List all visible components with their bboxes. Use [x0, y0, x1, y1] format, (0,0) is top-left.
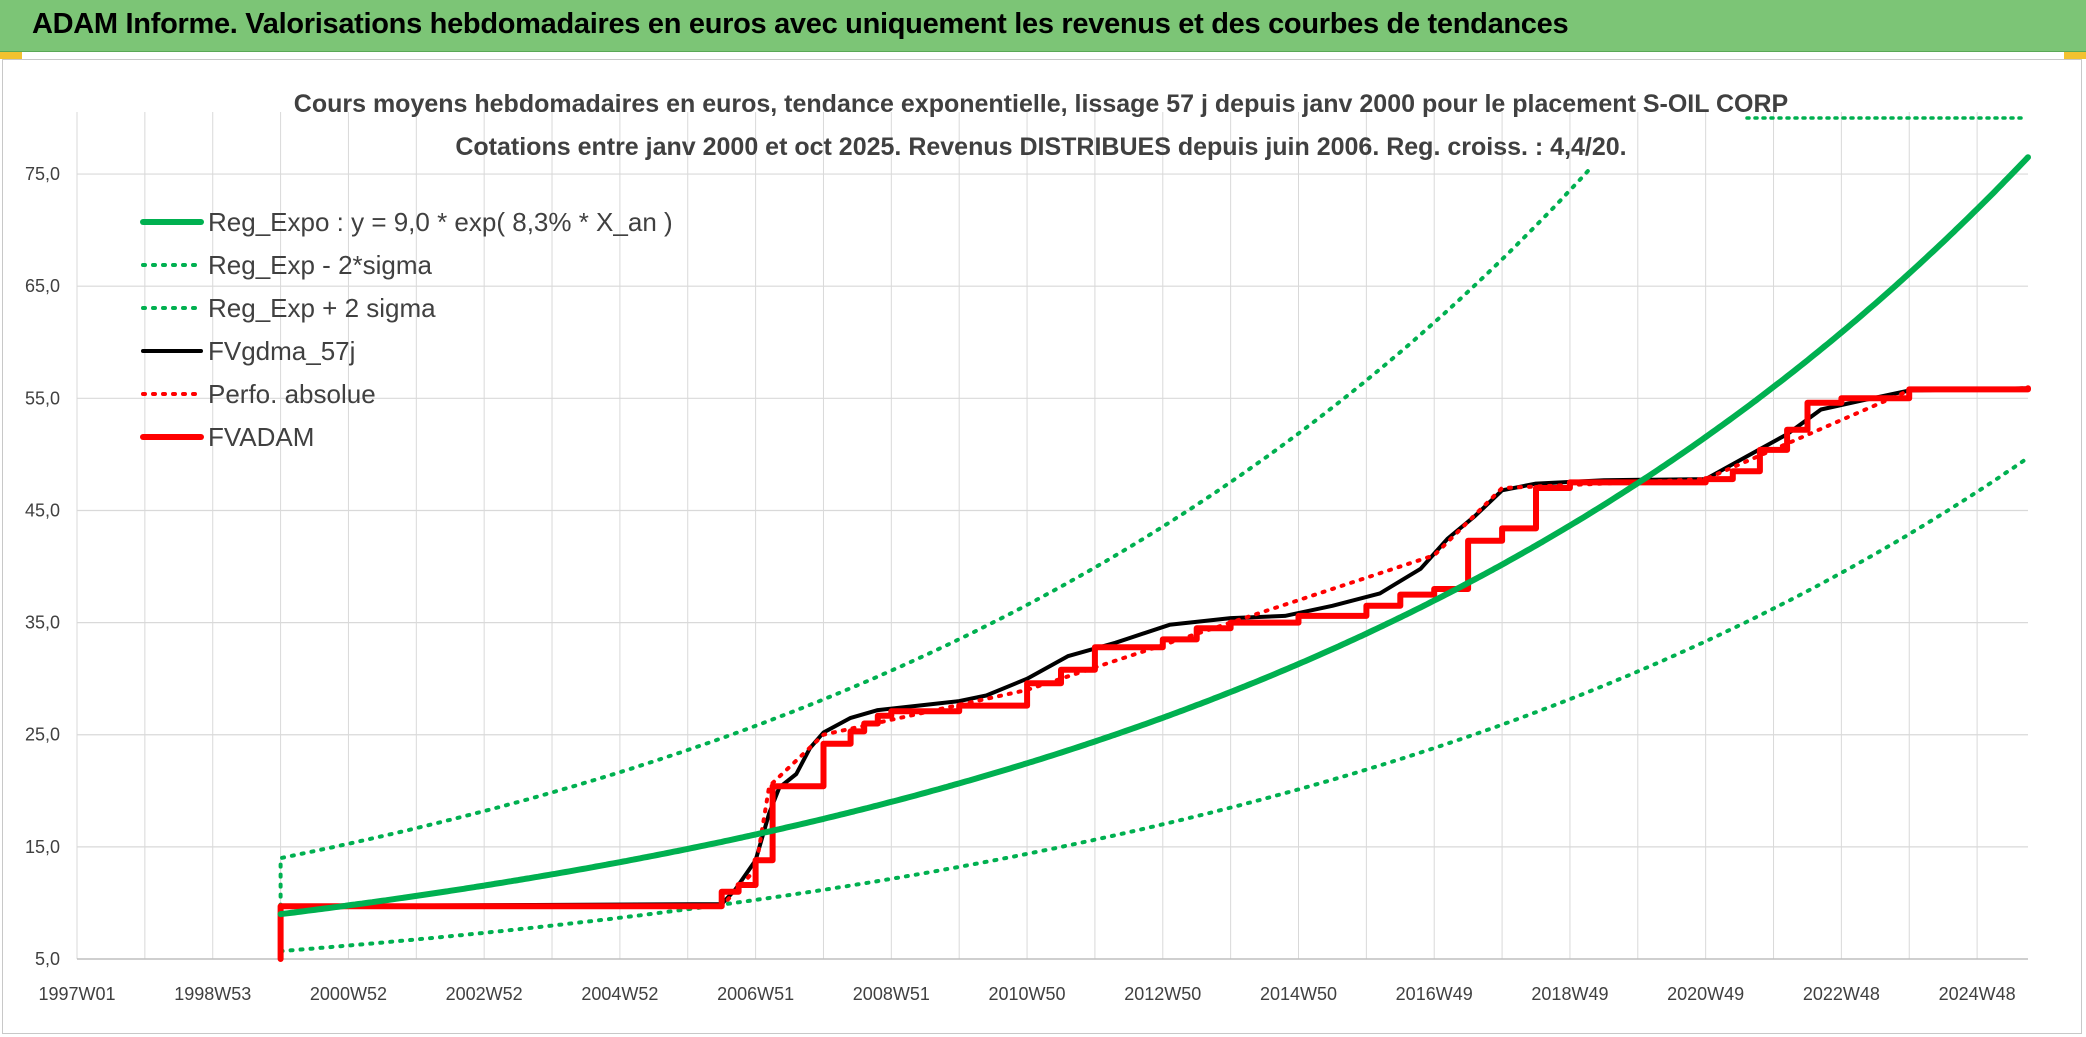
- y-tick-label: 55,0: [25, 388, 60, 408]
- chart-title: Cours moyens hebdomadaires en euros, ten…: [294, 90, 1788, 118]
- x-tick-label: 2010W50: [989, 984, 1066, 1004]
- x-tick-label: 2014W50: [1260, 984, 1337, 1004]
- x-tick-label: 1997W01: [38, 984, 115, 1004]
- corner-accent-left: [0, 52, 22, 59]
- x-tick-label: 2024W48: [1939, 984, 2016, 1004]
- series-line-1: [278, 455, 2030, 954]
- legend-label: Reg_Exp + 2 sigma: [208, 293, 436, 323]
- x-tick-label: 2012W50: [1124, 984, 1201, 1004]
- series-line-0: [277, 154, 2031, 918]
- y-tick-label: 65,0: [25, 276, 60, 296]
- title-banner: ADAM Informe. Valorisations hebdomadaire…: [0, 0, 2086, 52]
- tick-labels: 5,0 15,0 25,0 35,0 45,0 55,0 65,0 75,0 1997W01 19…: [25, 164, 2016, 1004]
- chart-frame: [2, 59, 2082, 1034]
- report-title: ADAM Informe. Valorisations hebdomadaire…: [32, 8, 1569, 40]
- y-tick-label: 15,0: [25, 837, 60, 857]
- corner-accent-right: [2064, 52, 2086, 59]
- x-tick-label: 2020W49: [1667, 984, 1744, 1004]
- legend-label: FVgdma_57j: [208, 336, 355, 366]
- y-tick-label: 35,0: [25, 613, 60, 633]
- x-tick-label: 2002W52: [446, 984, 523, 1004]
- y-tick-label: 25,0: [25, 725, 60, 745]
- x-tick-label: 2006W51: [717, 984, 794, 1004]
- gridlines: [76, 112, 2028, 959]
- x-tick-label: 1998W53: [174, 984, 251, 1004]
- x-tick-label: 2008W51: [853, 984, 930, 1004]
- y-tick-label: 75,0: [25, 164, 60, 184]
- legend-label: Reg_Expo : y = 9,0 * exp( 8,3% * X_an ): [208, 207, 673, 237]
- x-tick-label: 2018W49: [1531, 984, 1608, 1004]
- x-tick-label: 2000W52: [310, 984, 387, 1004]
- series-line-5: [277, 385, 2031, 962]
- series-line-4: [278, 386, 2030, 909]
- series-group: [277, 154, 2031, 962]
- legend: Reg_Expo : y = 9,0 * exp( 8,3% * X_an ) R…: [140, 207, 673, 452]
- y-tick-label: 5,0: [35, 949, 60, 969]
- legend-label: FVADAM: [208, 422, 314, 452]
- legend-label: Perfo. absolue: [208, 379, 376, 409]
- x-tick-label: 2016W49: [1396, 984, 1473, 1004]
- series-line-2: [278, 166, 1593, 939]
- chart-subtitle: Cotations entre janv 2000 et oct 2025. R…: [455, 133, 1626, 161]
- x-tick-label: 2022W48: [1803, 984, 1880, 1004]
- y-tick-label: 45,0: [25, 500, 60, 520]
- legend-label: Reg_Exp - 2*sigma: [208, 250, 433, 280]
- x-tick-label: 2004W52: [581, 984, 658, 1004]
